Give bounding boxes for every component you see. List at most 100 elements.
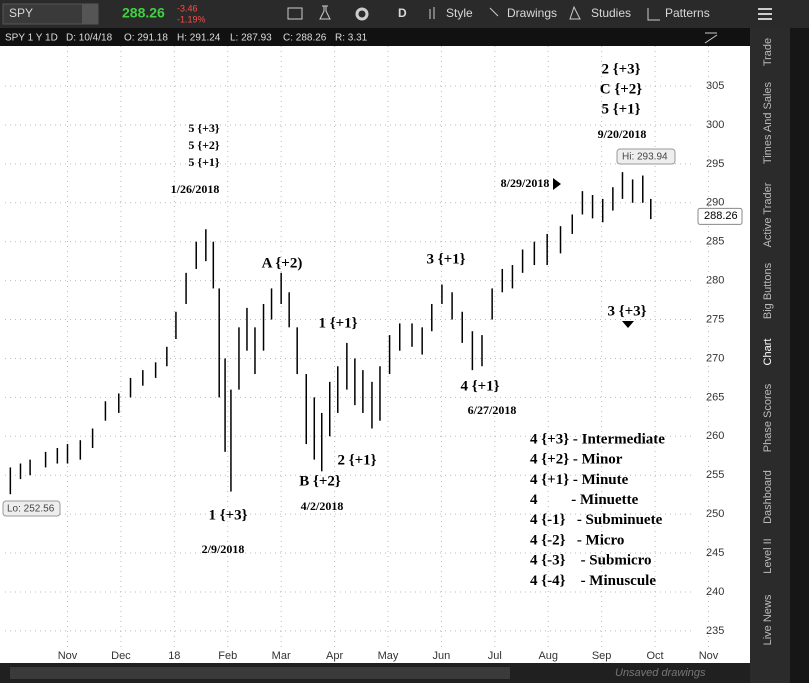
wave-legend-item: 4 {+1} - Minute [530,472,629,488]
lo-label: Lo: 252.56 [7,504,55,515]
collapse-icon[interactable] [704,32,718,44]
sidebar-tab[interactable]: Times And Sales [762,81,774,164]
x-tick-label: Dec [111,650,131,662]
sidebar-tab[interactable]: Live News [762,594,774,645]
wave-annotation: 9/20/2018 [598,127,647,141]
y-tick-label: 290 [706,197,724,209]
change: -3.46 [177,3,198,13]
x-tick-label: Oct [646,650,663,662]
x-tick-label: Feb [218,650,237,662]
drawings-button[interactable]: Drawings [507,6,557,20]
y-tick-label: 270 [706,352,724,364]
toolbar [0,0,809,28]
wave-annotation: 5 {+1} [601,101,640,117]
sidebar-tabs: Trade Times And Sales Active Trader Big But… [762,38,774,646]
toolbar-icons [429,5,660,21]
wave-annotation: B {+2} [299,473,341,489]
hi-label: Hi: 293.94 [622,152,668,163]
wave-annotation: 4 {+1} [460,378,499,394]
scrollbar[interactable] [10,667,510,679]
info-items: SPY 1 Y 1D D: 10/4/18 O: 291.18 H: 291.24 L:… [5,33,368,44]
last-price-tag [697,207,743,225]
sidebar-tab[interactable]: Dashboard [762,470,774,524]
y-tick-label: 305 [706,80,724,92]
x-tick-label: 18 [168,650,180,662]
info-item: SPY 1 Y 1D [5,33,58,44]
settings-icon[interactable] [355,7,369,21]
sidebar-edge [790,28,809,683]
studies-button[interactable]: Studies [591,6,631,20]
unsaved-drawings: Unsaved drawings [615,667,706,679]
wave-annotation: 2/9/2018 [202,542,245,556]
sidebar-tab[interactable]: Level II [762,538,774,573]
wave-annotation: 6/27/2018 [468,403,517,417]
y-tick-label: 260 [706,430,724,442]
x-tick-label: Nov [699,650,719,662]
wave-annotation: 5 {+1} [188,155,220,169]
symbol: SPY [9,6,33,20]
symbol-dropdown[interactable] [82,4,98,24]
wave-annotation: 2 {+3} [601,61,640,77]
share-icon[interactable] [287,7,303,20]
wave-legend-item: 4 {-2} - Micro [530,532,624,548]
wave-annotation: 1/26/2018 [171,182,220,196]
y-tick-label: 250 [706,508,724,520]
y-tick-label: 245 [706,547,724,559]
wave-annotation: 5 {+2} [188,138,220,152]
wave-annotation: 3 {+3} [607,303,646,319]
sidebar-tab[interactable]: Active Trader [762,182,774,247]
hi-tag [616,148,676,165]
style-button[interactable]: Style [446,6,473,20]
menu-icon[interactable] [758,8,772,20]
info-item: R: 3.31 [335,33,368,44]
plot: 235 240 245 250 255 260 265 270 275 280 285 290 295 3… [2,46,743,662]
wave-legend-item: 4 {+2} - Minor [530,452,623,468]
wave-annotation: 1 {+1} [318,315,357,331]
x-tick-label: Jun [433,650,451,662]
y-tick-label: 295 [706,158,724,170]
y-tick-label: 255 [706,469,724,481]
sidebar-tab[interactable]: Phase Scores [762,383,774,452]
y-tick-label: 300 [706,119,724,131]
y-tick-label: 240 [706,586,724,598]
lo-tag [2,500,61,517]
x-tick-label: Sep [592,650,612,662]
x-tick-label: Mar [272,650,291,662]
y-tick-label: 265 [706,391,724,403]
info-item: D: 10/4/18 [66,33,113,44]
flask-icon[interactable] [319,5,331,20]
wave-annotation: 5 {+3} [188,121,220,135]
wave-annotation: C {+2} [600,81,643,97]
info-item: O: 291.18 [124,33,168,44]
info-item: C: 288.26 [283,33,327,44]
x-tick-label: May [378,650,399,662]
y-tick-label: 235 [706,625,724,637]
patterns-button[interactable]: Patterns [665,6,710,20]
x-tick-label: Aug [538,650,558,662]
wave-annotation: 4/2/2018 [301,499,344,513]
x-tick-label: Jul [488,650,502,662]
info-item: H: 291.24 [177,33,221,44]
wave-legend-item: 4 - Minuette [530,492,639,508]
wave-annotation: 3 {+1} [426,251,465,267]
wave-legend-item: 4 {+3} - Intermediate [530,431,665,447]
wave-legend-item: 4 {-1} - Subminuete [530,512,663,528]
info-bar [0,28,750,46]
y-tick-label: 285 [706,236,724,248]
sidebar-tab[interactable]: Big Buttons [762,262,774,319]
wave-annotation: 8/29/2018 [501,176,550,190]
period[interactable]: D [398,6,407,20]
sidebar-tab[interactable]: Chart [762,339,774,366]
last-price: 288.26 [122,5,165,21]
wave-legend-item: 4 {-3} - Submicro [530,553,652,569]
wave-annotation: A {+2) [262,255,303,271]
y-tick-label: 280 [706,275,724,287]
wave-legend-item: 4 {-4} - Minuscule [530,573,656,589]
last-price-label: 288.26 [704,210,738,222]
sidebar-tab[interactable]: Trade [762,38,774,66]
wave-annotation: 2 {+1} [337,452,376,468]
wave-annotation: 1 {+3} [208,507,247,523]
info-item: L: 287.93 [230,33,272,44]
